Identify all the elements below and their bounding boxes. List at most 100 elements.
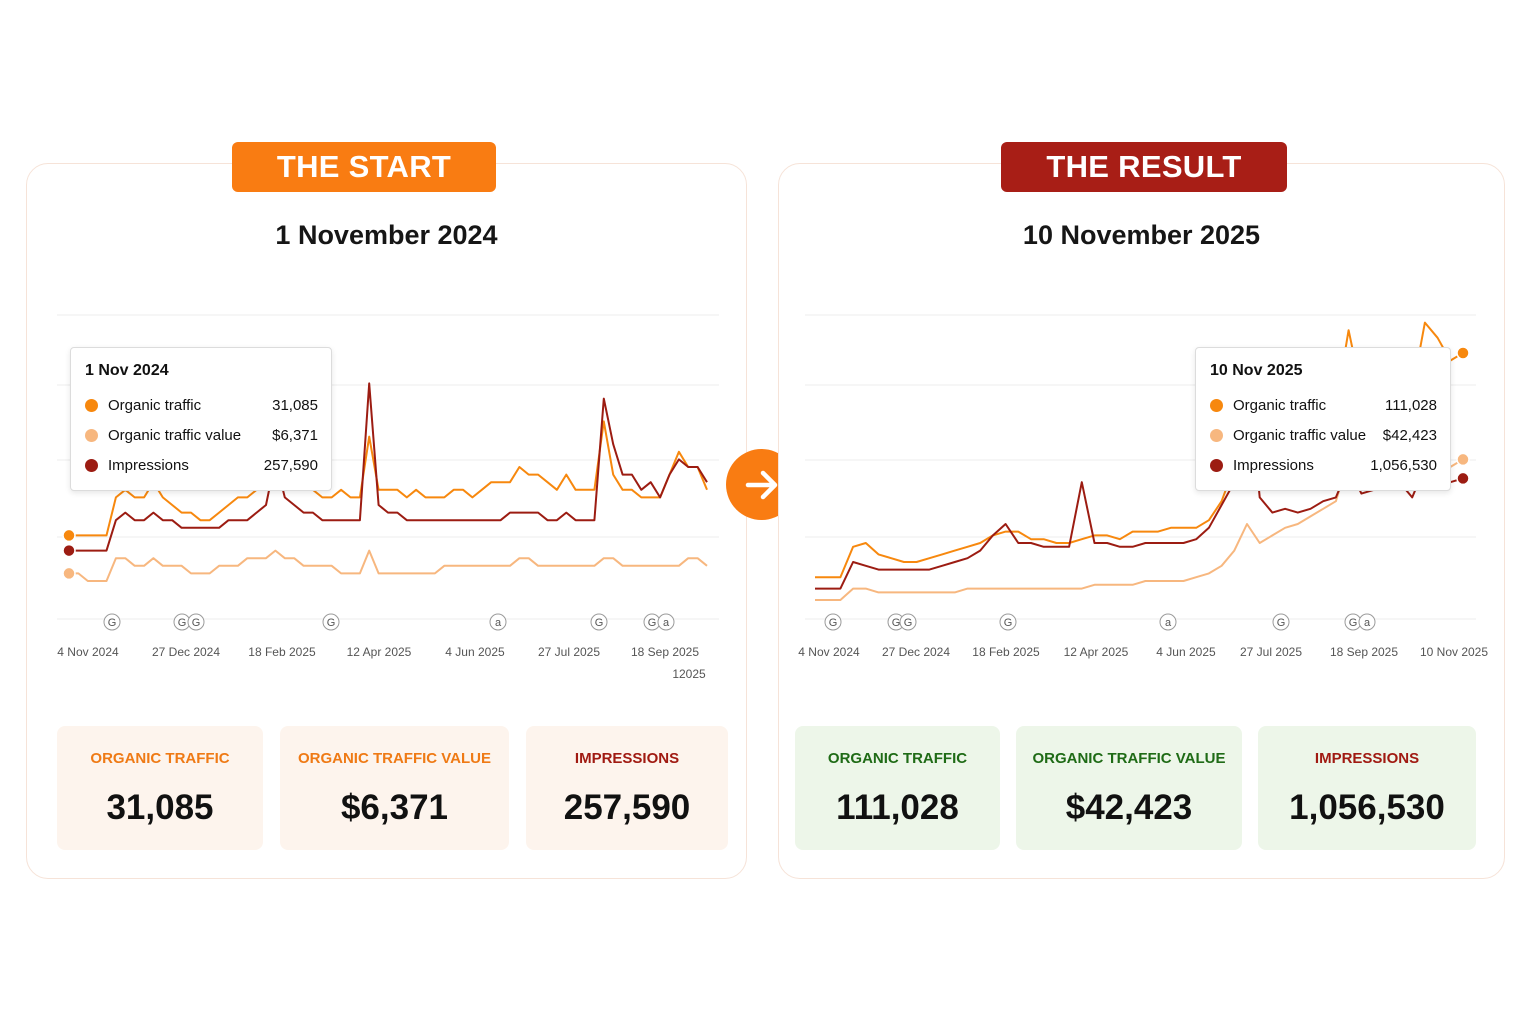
tooltip-value: $6,371 [272,426,318,444]
x-tick-label: 12 Apr 2025 [1064,645,1129,659]
kpi-organic-traffic-value: ORGANIC TRAFFIC VALUE $6,371 [280,726,509,850]
svg-text:G: G [1277,617,1286,629]
kpi-value: $6,371 [340,788,449,827]
series-point [62,543,76,558]
tooltip-date: 10 Nov 2025 [1210,362,1303,379]
organic-traffic-dot-icon [1210,398,1223,412]
svg-text:a: a [1165,617,1172,629]
tooltip-date: 1 Nov 2024 [85,362,169,379]
kpi-label: IMPRESSIONS [574,750,680,767]
tooltip-row-organic-traffic-value: Organic traffic value $6,371 [85,420,318,450]
kpi-organic-traffic-value: ORGANIC TRAFFIC VALUE $42,423 [1016,726,1242,850]
event-marker: a [1358,613,1376,631]
series-point [1456,452,1470,467]
kpi-label: IMPRESSIONS [1314,750,1420,767]
kpi-value: 31,085 [106,788,214,827]
kpi-impressions: IMPRESSIONS 257,590 [526,726,728,850]
result-date-title: 10 November 2025 [1022,220,1261,250]
svg-text:G: G [1349,617,1358,629]
series-organic-traffic-value [69,549,708,582]
x-tick-label: 27 Dec 2024 [152,645,220,659]
arrow-right-icon [745,470,777,499]
svg-text:G: G [829,617,838,629]
tooltip-row-impressions: Impressions 1,056,530 [1210,450,1437,480]
tooltip-row-organic-traffic: Organic traffic 111,028 [1210,390,1437,420]
event-marker: G [999,613,1017,631]
tooltip-value: 257,590 [263,456,318,474]
series-point [62,566,76,581]
event-marker: G [187,613,205,631]
tooltip-label: Organic traffic value [1233,426,1367,444]
event-marker: G [824,613,842,631]
kpi-value: 257,590 [563,788,691,827]
event-marker: G [887,613,905,631]
event-marker: G [899,613,917,631]
x-tick-label: 27 Jul 2025 [538,645,600,659]
series-point [62,528,76,543]
svg-text:G: G [904,617,913,629]
tooltip-label: Organic traffic value [108,426,242,444]
svg-text:G: G [892,617,901,629]
impressions-dot-icon [85,458,98,472]
svg-text:G: G [1004,617,1013,629]
result-tooltip: 10 Nov 2025 Organic traffic 111,028 Orga… [1195,347,1451,491]
tooltip-value: $42,423 [1382,426,1437,444]
svg-text:G: G [595,617,604,629]
kpi-organic-traffic: ORGANIC TRAFFIC 31,085 [57,726,263,850]
kpi-organic-traffic: ORGANIC TRAFFIC 111,028 [795,726,1000,850]
kpi-label: ORGANIC TRAFFIC VALUE [1032,750,1226,767]
event-marker: G [590,613,608,631]
tooltip-label: Impressions [108,456,189,474]
result-ribbon: THE RESULT [1001,142,1287,192]
event-marker: a [1159,613,1177,631]
svg-text:G: G [648,617,657,629]
tooltip-value: 111,028 [1385,396,1437,414]
kpi-value: 1,056,530 [1289,788,1445,827]
x-tick-label: 18 Feb 2025 [248,645,316,659]
tooltip-row-organic-traffic: Organic traffic 31,085 [85,390,318,420]
event-marker: G [1272,613,1290,631]
event-marker: G [322,613,340,631]
tooltip-row-impressions: Impressions 257,590 [85,450,318,480]
kpi-value: 111,028 [836,788,959,827]
x-tick-label: 18 Feb 2025 [972,645,1040,659]
organic-traffic-value-dot-icon [1210,428,1223,442]
x-tick-label: 4 Nov 2024 [798,645,860,659]
tooltip-label: Organic traffic [1233,396,1327,414]
series-impressions [69,382,708,552]
tooltip-value: 1,056,530 [1370,456,1437,474]
x-tick-label: 12 Apr 2025 [347,645,412,659]
kpi-label: ORGANIC TRAFFIC [827,750,968,767]
organic-traffic-value-dot-icon [85,428,98,442]
x-tick-label: 10 Nov 2025 [1420,645,1488,659]
tooltip-row-organic-traffic-value: Organic traffic value $42,423 [1210,420,1437,450]
x-tick-label: 27 Jul 2025 [1240,645,1302,659]
kpi-label: ORGANIC TRAFFIC VALUE [297,750,492,767]
x-tick-label: 4 Nov 2024 [57,645,119,659]
x-tick-label: 18 Sep 2025 [631,645,699,659]
kpi-impressions: IMPRESSIONS 1,056,530 [1258,726,1476,850]
start-tooltip: 1 Nov 2024 Organic traffic 31,085 Organi… [70,347,332,491]
impressions-dot-icon [1210,458,1223,472]
svg-text:a: a [495,617,502,629]
kpi-label: ORGANIC TRAFFIC [90,750,230,767]
x-tick-label: 4 Jun 2025 [1156,645,1216,659]
tooltip-value: 31,085 [272,396,318,414]
x-tick-label: 12025 [672,667,706,681]
series-point [1456,346,1470,360]
kpi-value: $42,423 [1065,788,1193,827]
svg-text:G: G [108,617,117,629]
organic-traffic-dot-icon [85,398,98,412]
event-marker: G [103,613,121,631]
x-tick-label: 18 Sep 2025 [1330,645,1398,659]
series-point [1456,471,1470,486]
start-date-title: 1 November 2024 [275,220,498,250]
start-ribbon: THE START [232,142,496,192]
x-tick-label: 4 Jun 2025 [445,645,505,659]
svg-text:G: G [192,617,201,629]
tooltip-label: Impressions [1233,456,1314,474]
svg-text:G: G [178,617,187,629]
